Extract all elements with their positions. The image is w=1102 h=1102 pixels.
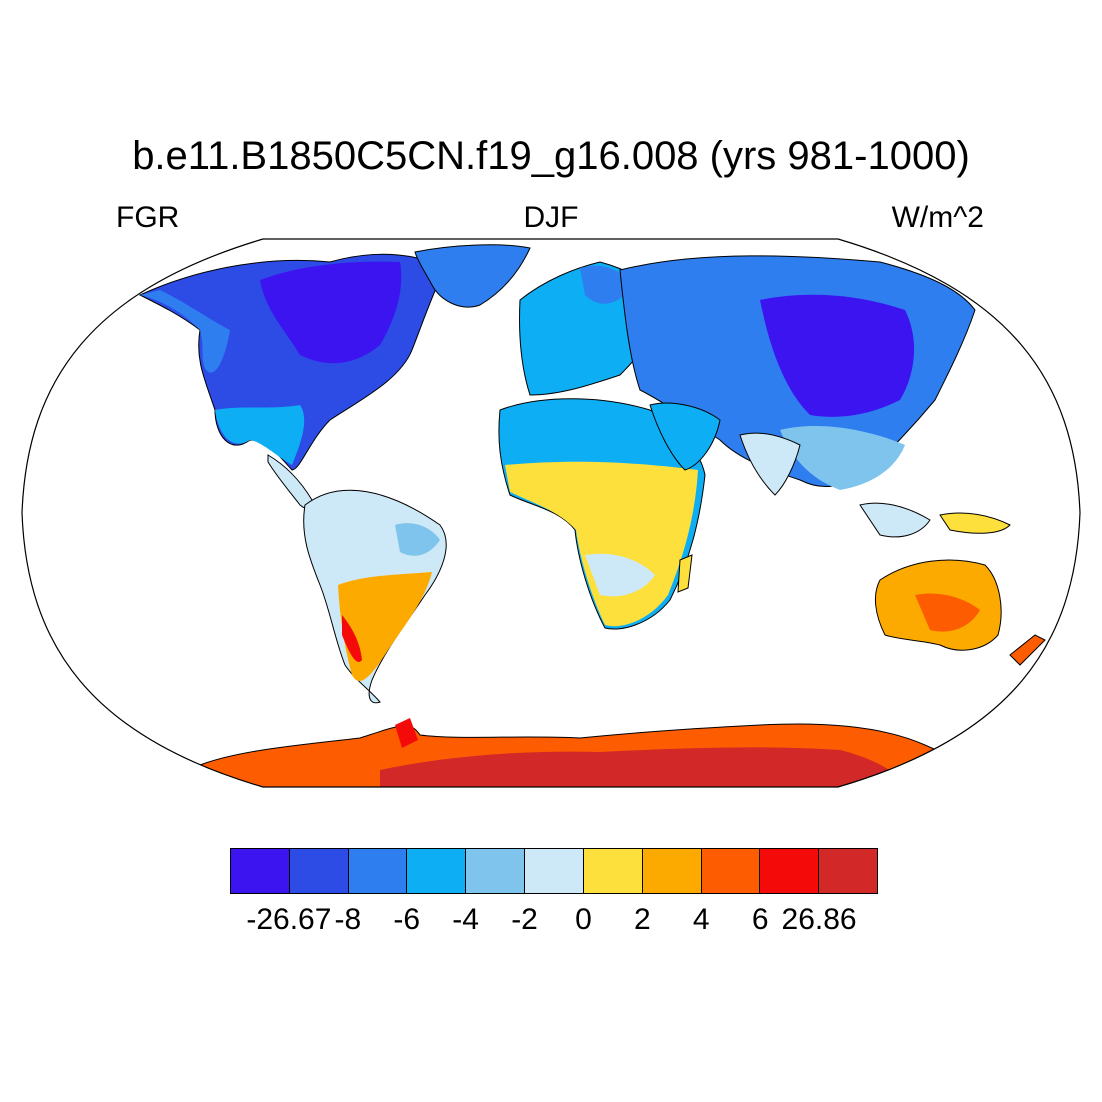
colorbar-box [525,849,584,893]
colorbar-box [231,849,290,893]
region-new-zealand [1009,634,1046,666]
region-china-cool [780,425,905,490]
colorbar-box [642,849,702,893]
colorbar-label: -26.67 [246,903,332,936]
colorbar-label: -8 [334,903,362,936]
region-africa-warm [505,461,698,627]
colorbar-box [466,849,526,893]
colorbar-box [819,849,877,893]
colorbar-label: 2 [634,903,651,936]
region-south-america-warm [338,572,432,681]
region-greenland [414,244,531,308]
region-madagascar [677,554,693,593]
units-label: W/m^2 [891,201,984,234]
region-us-south [215,405,305,465]
region-amazon-cool [395,523,440,556]
colorbar-box [348,849,408,893]
colorbar-box [407,849,467,893]
variable-label: FGR [116,201,180,234]
region-antarctic-peninsula [395,718,418,748]
colorbar-label: 0 [575,903,592,936]
region-canada-core [260,261,402,364]
colorbar-box [583,849,643,893]
region-australia-hot [915,593,980,632]
colorbar-label: -4 [452,903,479,936]
colorbar-label: 26.86 [781,903,857,936]
season-label: DJF [523,201,579,234]
colorbar-label: 6 [751,903,769,936]
region-alaska [140,290,230,373]
map-border [21,238,1081,788]
colorbar-box [760,849,820,893]
region-siberia-core [760,294,915,417]
colorbar-label: 4 [692,903,710,936]
region-se-asia [859,502,931,538]
region-scandinavia [580,265,632,304]
region-patagonia [342,615,362,662]
region-arabia [649,402,721,471]
region-new-guinea [939,512,1011,534]
region-africa-south-cool [585,553,655,597]
colorbar-box [701,849,761,893]
colorbar [230,848,878,894]
region-india [739,432,801,496]
region-antarctica-hot [380,747,910,787]
colorbar-label: -2 [511,903,538,936]
colorbar-label: -6 [393,903,421,936]
plot-title: b.e11.B1850C5CN.f19_g16.008 (yrs 981-100… [132,134,970,178]
colorbar-box [289,849,349,893]
